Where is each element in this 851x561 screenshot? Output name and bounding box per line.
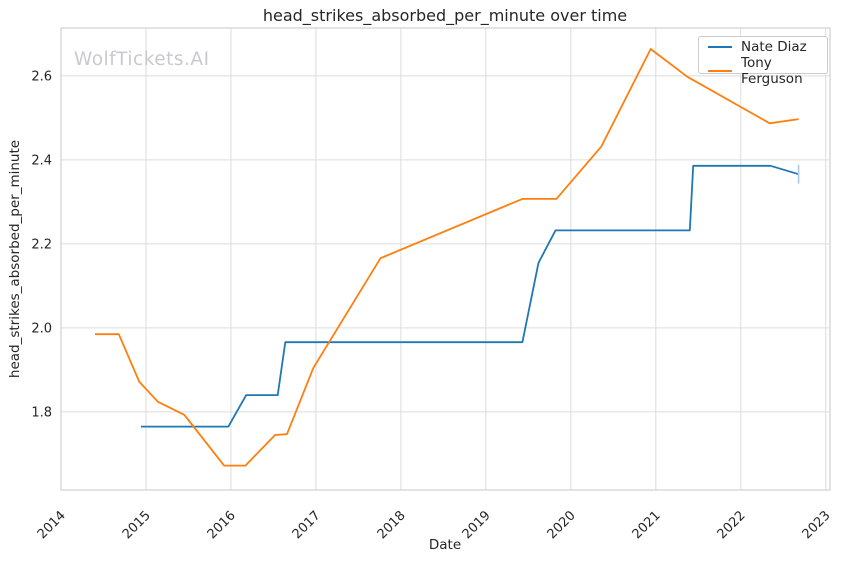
x-tick-label-2021: 2021	[630, 508, 664, 542]
watermark: WolfTickets.AI	[74, 49, 210, 70]
x-tick-label-2023: 2023	[800, 508, 834, 542]
legend: Nate Diaz Tony Ferguson	[698, 36, 828, 87]
legend-line-swatch-nate-diaz	[708, 46, 732, 48]
series-line-nate-diaz	[140, 164, 799, 428]
x-tick-label-2020: 2020	[545, 508, 579, 542]
series-line-tony-ferguson	[95, 48, 799, 467]
x-tick-label-2022: 2022	[715, 508, 749, 542]
legend-item-nate-diaz: Nate Diaz	[708, 39, 818, 55]
x-axis-label: Date	[428, 537, 462, 553]
legend-line-swatch-tony-ferguson	[708, 70, 732, 72]
x-tick-label-2016: 2016	[205, 508, 239, 542]
x-tick-label-2015: 2015	[120, 508, 154, 542]
y-tick-label-2.4: 2.4	[31, 153, 52, 168]
legend-label-tony-ferguson: Tony Ferguson	[741, 55, 803, 87]
chart-title: head_strikes_absorbed_per_minute over ti…	[262, 6, 628, 25]
y-axis-label: head_strikes_absorbed_per_minute	[7, 139, 23, 379]
legend-item-tony-ferguson: Tony Ferguson	[708, 55, 818, 87]
y-tick-label-1.8: 1.8	[31, 405, 52, 420]
y-tick-label-2.6: 2.6	[31, 69, 52, 84]
x-tick-label-2014: 2014	[35, 508, 69, 542]
y-tick-label-2.2: 2.2	[31, 237, 52, 252]
y-tick-label-2.0: 2.0	[31, 321, 52, 336]
x-tick-label-2017: 2017	[290, 508, 324, 542]
x-tick-label-2019: 2019	[460, 508, 494, 542]
x-tick-label-2018: 2018	[375, 508, 409, 542]
plot-border	[60, 27, 831, 491]
legend-label-nate-diaz: Nate Diaz	[741, 39, 807, 55]
